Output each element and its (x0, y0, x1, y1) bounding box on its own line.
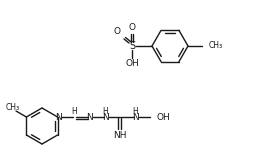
Text: H: H (103, 106, 109, 115)
Text: N: N (86, 113, 93, 122)
Text: OH: OH (125, 60, 139, 69)
Text: N: N (55, 113, 62, 122)
Text: NH: NH (113, 132, 126, 141)
Text: CH₃: CH₃ (209, 41, 223, 51)
Text: O: O (128, 23, 135, 32)
Text: OH: OH (157, 113, 170, 122)
Text: H: H (72, 106, 77, 115)
Text: CH₃: CH₃ (6, 102, 20, 112)
Text: N: N (102, 113, 109, 122)
Text: H: H (133, 106, 139, 115)
Text: O: O (113, 28, 120, 37)
Text: N: N (132, 113, 139, 122)
Text: S: S (129, 41, 135, 51)
